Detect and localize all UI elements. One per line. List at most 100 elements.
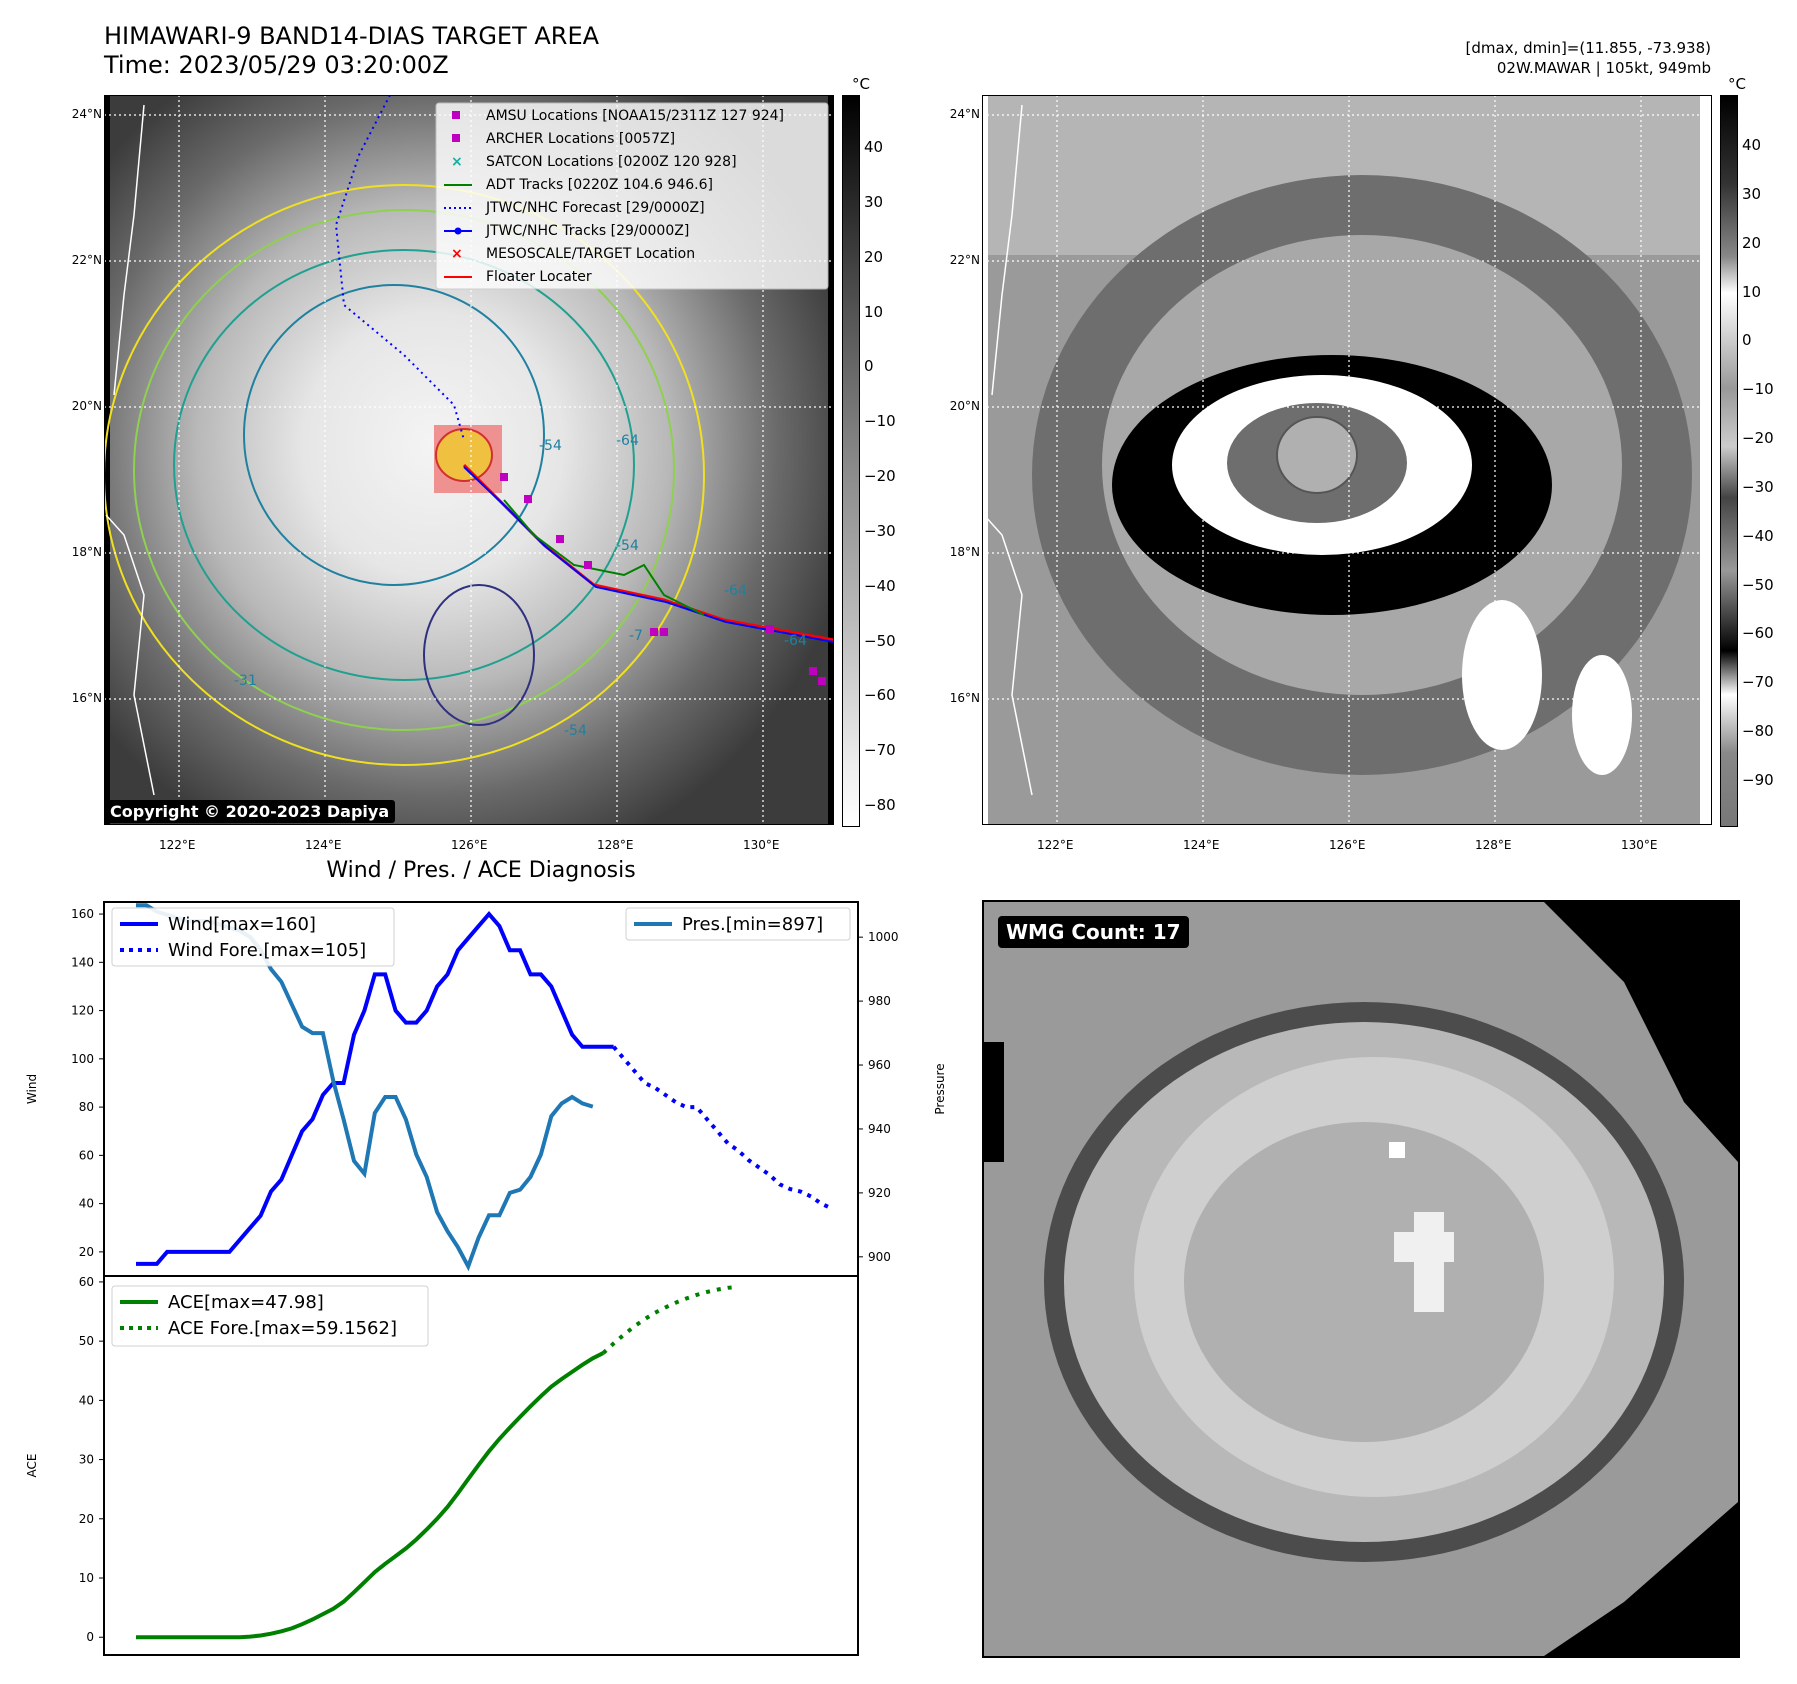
- legend-adt: ADT Tracks [0220Z 104.6 946.6]: [486, 177, 713, 193]
- lat-label: 22°N: [949, 253, 980, 267]
- y-tick-label: 100: [71, 1052, 94, 1066]
- copyright-label: Copyright © 2020-2023 Dapiya: [104, 800, 396, 823]
- legend-ace: ACE[max=47.98]: [168, 1292, 324, 1313]
- colorbar-tick-label: −50: [864, 631, 896, 650]
- diagnosis-title: Wind / Pres. / ACE Diagnosis: [326, 858, 636, 883]
- lon-label: 128°E: [1475, 838, 1512, 852]
- wind-series-line: [136, 911, 614, 1266]
- left-map-panel: -54 -64 -54 -64 -31 -64 -54 -7 AMSU Loca…: [103, 94, 835, 826]
- lat-label: 16°N: [949, 691, 980, 705]
- colorbar-tick-label: 0: [1742, 331, 1752, 350]
- ace-legend-box: [111, 1285, 429, 1347]
- right-colorbar-unit: °C: [1728, 75, 1746, 93]
- amsu-markers: [500, 473, 826, 685]
- y2-tick-label: 980: [868, 994, 891, 1008]
- lon-label: 124°E: [305, 838, 342, 852]
- left-map-svg: -54 -64 -54 -64 -31 -64 -54 -7 AMSU Loca…: [103, 94, 835, 826]
- pressure-axis-label: Pressure: [933, 1063, 947, 1114]
- contour-label: -7: [629, 628, 643, 644]
- colorbar-tick-label: −80: [864, 796, 896, 814]
- y-tick-label: 10: [79, 1571, 94, 1585]
- legend-amsu: AMSU Locations [NOAA15/2311Z 127 924]: [486, 108, 784, 124]
- contour-teal: [173, 249, 635, 681]
- colorbar-tick-label: 30: [864, 192, 884, 211]
- legend-pressure: Pres.[min=897]: [682, 914, 823, 935]
- y-tick-label: 40: [79, 1197, 94, 1211]
- y-tick-label: 140: [71, 955, 94, 969]
- figure-title: HIMAWARI-9 BAND14-DIAS TARGET AREA Time:…: [104, 22, 599, 80]
- right-colorbar: [1720, 95, 1738, 827]
- colorbar-tick-label: −40: [1742, 526, 1774, 545]
- contour-lightgreen: [133, 209, 675, 731]
- svg-text:×: ×: [451, 154, 463, 170]
- y-tick-label: 50: [79, 1334, 94, 1348]
- title-line-2: Time: 2023/05/29 03:20:00Z: [104, 51, 449, 79]
- lon-label: 130°E: [743, 838, 780, 852]
- colorbar-tick-label: −40: [864, 576, 896, 595]
- pressure-legend-box: [625, 907, 851, 941]
- y2-tick-label: 1000: [868, 930, 899, 944]
- legend-target: MESOSCALE/TARGET Location: [486, 246, 695, 262]
- eye-feature: [435, 428, 493, 482]
- eye-feature-right: [1276, 416, 1358, 494]
- lat-label: 20°N: [71, 399, 102, 413]
- colorbar-tick-label: −20: [864, 467, 896, 485]
- ace-series-line: [136, 1351, 605, 1640]
- left-colorbar-unit: °C: [852, 75, 870, 93]
- colorbar-tick-label: 40: [1742, 136, 1762, 154]
- contour-label: -64: [784, 633, 807, 649]
- left-lon-labels: 122°E 124°E 126°E 128°E 130°E: [104, 838, 834, 854]
- contour-label: -31: [234, 673, 257, 689]
- title-line-1: HIMAWARI-9 BAND14-DIAS TARGET AREA: [104, 22, 600, 50]
- y2-tick-label: 920: [868, 1186, 891, 1200]
- lat-label: 24°N: [949, 107, 980, 121]
- legend-forecast: JTWC/NHC Forecast [29/0000Z]: [485, 200, 705, 216]
- y-tick-label: 20: [79, 1512, 94, 1526]
- lon-label: 128°E: [597, 838, 634, 852]
- wind-pressure-chart: 20 40 60 80 100 120 140 160 900 920 940 960 980 1000 W…: [25, 901, 947, 1277]
- colorbar-tick-label: −90: [1742, 771, 1774, 789]
- legend-wind-forecast: Wind Fore.[max=105]: [168, 940, 366, 961]
- lat-label: 22°N: [71, 253, 102, 267]
- colorbar-tick-label: 10: [1742, 282, 1762, 301]
- colorbar-tick-label: −70: [864, 741, 896, 760]
- wmg-svg: [984, 902, 1738, 1656]
- right-lon-labels: 122°E 124°E 126°E 128°E 130°E: [982, 838, 1712, 854]
- right-map-gridlines: [982, 95, 1712, 825]
- lon-label: 126°E: [451, 838, 488, 852]
- colorbar-tick-label: 20: [864, 247, 884, 266]
- legend-wind: Wind[max=160]: [168, 914, 316, 935]
- y-tick-label: 60: [79, 1276, 94, 1289]
- colorbar-tick-label: −10: [1742, 380, 1774, 399]
- right-map-svg: [981, 94, 1713, 826]
- dmax-dmin-label: [dmax, dmin]=(11.855, -73.938): [1465, 39, 1711, 57]
- left-colorbar-ticks: 40 30 20 10 0 −10 −20 −30 −40 −50 −60 −70 −80: [864, 95, 914, 825]
- adt-track: [503, 499, 705, 616]
- colorbar-tick-label: 30: [1742, 184, 1762, 203]
- lon-label: 130°E: [1621, 838, 1658, 852]
- colorbar-tick-label: −30: [1742, 477, 1774, 496]
- ace-axis-label: ACE: [25, 1454, 39, 1478]
- colorbar-tick-label: −60: [1742, 624, 1774, 643]
- wmg-black-corner: [1544, 902, 1738, 1162]
- jtwc-track: [463, 466, 835, 643]
- colorbar-tick-label: 0: [864, 357, 874, 376]
- left-map-legend: AMSU Locations [NOAA15/2311Z 127 924] AR…: [435, 102, 829, 290]
- y-tick-label: 80: [79, 1100, 94, 1114]
- right-map-panel: [981, 94, 1713, 826]
- contour-blue: [243, 284, 545, 586]
- wind-legend-box: [111, 907, 395, 967]
- header-right: [dmax, dmin]=(11.855, -73.938) 02W.MAWAR…: [1466, 38, 1711, 78]
- coastline-right: [983, 104, 1033, 796]
- storm-info-label: 02W.MAWAR | 105kt, 949mb: [1496, 59, 1711, 77]
- lon-label: 122°E: [1037, 838, 1074, 852]
- y-tick-label: 20: [79, 1245, 94, 1259]
- right-colorbar-ticks: 40 30 20 10 0 −10 −20 −30 −40 −50 −60 −70 −80 −90: [1742, 95, 1792, 825]
- contour-label: -64: [616, 433, 639, 449]
- contour-label: -54: [564, 723, 587, 739]
- contour-label: -64: [724, 583, 747, 599]
- lon-label: 126°E: [1329, 838, 1366, 852]
- y2-tick-label: 940: [868, 1122, 891, 1136]
- colorbar-tick-label: −50: [1742, 575, 1774, 594]
- lat-label: 18°N: [71, 545, 102, 559]
